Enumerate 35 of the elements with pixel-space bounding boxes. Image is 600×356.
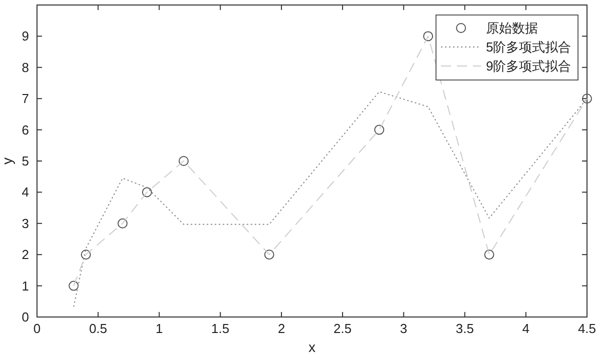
x-tick-label: 3 xyxy=(400,321,408,336)
point xyxy=(68,280,79,291)
x-tick-label: 4.5 xyxy=(578,321,596,336)
legend-label: 原始数据 xyxy=(486,20,538,36)
point xyxy=(142,187,152,198)
x-tick-label: 1.5 xyxy=(211,321,230,336)
x-axis-title: x xyxy=(308,339,316,355)
x-tick-label: 1 xyxy=(156,321,163,336)
y-tick-label: 7 xyxy=(22,91,29,106)
point xyxy=(118,218,128,228)
y-tick-label: 0 xyxy=(22,310,29,324)
point xyxy=(374,124,384,135)
y-axis-title: y xyxy=(0,158,15,164)
point xyxy=(264,250,274,260)
y-tick-label: 3 xyxy=(22,216,29,231)
y-tick-label: 2 xyxy=(22,247,29,262)
x-tick-label: 2 xyxy=(278,321,286,336)
y-tick-label: 6 xyxy=(22,122,29,138)
x-tick-label: 2.5 xyxy=(334,321,352,336)
point xyxy=(423,31,434,42)
x-tick-label: 3.5 xyxy=(456,321,474,336)
x-tick-label: 0.5 xyxy=(89,321,108,336)
y-tick-label: 4 xyxy=(22,184,29,200)
point xyxy=(582,94,592,104)
y-tick-label: 9 xyxy=(22,28,29,44)
x-tick-label: 0 xyxy=(33,321,41,336)
y-tick-label: 1 xyxy=(22,278,29,294)
point xyxy=(80,250,91,260)
x-tick-label: 4 xyxy=(522,321,530,336)
point xyxy=(178,156,189,166)
legend-label: 5阶多项式拟合 xyxy=(486,40,572,54)
legend-label: 9阶多项式拟合 xyxy=(486,58,572,74)
point xyxy=(484,250,494,260)
y-tick-label: 8 xyxy=(22,60,29,75)
y-tick-label: 5 xyxy=(22,154,29,168)
